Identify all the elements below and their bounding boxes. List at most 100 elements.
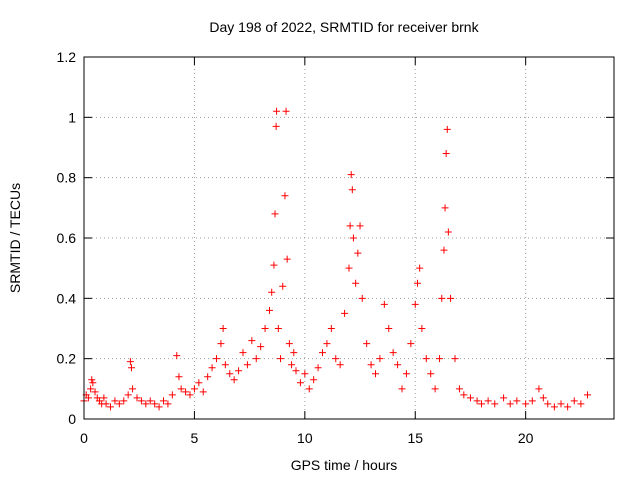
data-point <box>266 306 273 314</box>
data-point <box>168 391 176 399</box>
data-point <box>460 391 468 399</box>
data-point <box>557 400 565 408</box>
data-point <box>270 261 278 269</box>
data-point <box>341 309 349 317</box>
data-point <box>473 397 481 405</box>
data-point <box>314 364 322 372</box>
data-point <box>570 397 578 405</box>
data-point <box>230 376 238 384</box>
data-point <box>282 107 290 115</box>
data-point <box>261 325 269 332</box>
data-point <box>204 373 212 381</box>
data-point <box>407 340 415 348</box>
data-point <box>173 352 181 360</box>
data-point <box>310 376 318 384</box>
data-point <box>127 364 135 372</box>
data-point <box>195 379 203 387</box>
data-point <box>219 325 227 332</box>
data-point <box>285 340 293 348</box>
data-point <box>367 361 375 369</box>
data-point <box>164 400 172 408</box>
data-point <box>279 282 287 290</box>
data-point <box>190 385 198 393</box>
data-point <box>277 355 285 363</box>
data-point <box>506 400 514 408</box>
data-point <box>484 397 492 405</box>
data-point <box>447 294 455 302</box>
y-tick-label: 1.2 <box>57 49 77 65</box>
data-point <box>100 394 108 402</box>
data-point <box>455 385 463 393</box>
x-tick-label: 5 <box>191 430 199 446</box>
data-point <box>91 388 99 396</box>
data-point <box>522 400 530 408</box>
data-point <box>271 210 279 218</box>
data-point <box>221 361 229 369</box>
data-point <box>413 279 421 287</box>
data-point <box>513 397 521 405</box>
data-point <box>235 367 243 375</box>
data-point <box>352 279 360 287</box>
data-point <box>418 325 426 332</box>
data-point <box>336 361 344 369</box>
data-point <box>272 122 280 130</box>
data-point <box>292 367 300 375</box>
data-point <box>354 249 362 257</box>
data-point <box>389 349 397 357</box>
y-tick-label: 0.2 <box>57 351 77 367</box>
x-tick-label: 10 <box>297 430 313 446</box>
y-tick-label: 1 <box>68 109 76 125</box>
data-point <box>217 340 225 348</box>
data-point <box>466 394 474 402</box>
x-axis-label: GPS time / hours <box>291 457 398 473</box>
data-point <box>137 397 145 405</box>
data-point <box>398 385 406 393</box>
data-point <box>199 388 207 396</box>
data-point <box>305 385 313 393</box>
data-point <box>349 234 357 242</box>
data-point <box>133 394 141 402</box>
data-point <box>124 391 132 399</box>
data-point <box>440 246 448 254</box>
data-point <box>584 391 591 399</box>
data-point <box>380 300 388 308</box>
data-point <box>186 391 194 399</box>
data-point <box>441 204 449 212</box>
data-point <box>146 397 154 405</box>
data-point <box>345 264 353 272</box>
data-point <box>87 385 95 393</box>
data-point <box>394 361 402 369</box>
data-point <box>385 325 393 332</box>
data-point <box>177 385 185 393</box>
data-point <box>451 355 459 363</box>
chart-title: Day 198 of 2022, SRMTID for receiver brn… <box>209 19 479 35</box>
x-tick-label: 15 <box>407 430 423 446</box>
data-point <box>151 400 159 408</box>
data-point <box>323 340 331 348</box>
data-point <box>268 288 276 296</box>
data-point <box>376 355 384 363</box>
x-tick-label: 20 <box>518 430 534 446</box>
data-point <box>500 394 508 402</box>
axis-ticks: 0 0.2 0.4 0.6 0.8 1 1.2 0 5 10 15 20 <box>57 49 614 446</box>
data-point <box>478 400 485 408</box>
y-tick-label: 0.4 <box>57 290 77 306</box>
data-point <box>288 361 296 369</box>
data-point <box>416 264 424 272</box>
data-point <box>431 385 439 393</box>
data-point <box>107 403 114 411</box>
data-point <box>273 107 281 115</box>
data-point <box>290 349 298 357</box>
data-point <box>281 192 289 200</box>
data-point <box>402 370 410 378</box>
data-point <box>301 370 309 378</box>
data-point <box>283 255 291 263</box>
data-point <box>274 325 282 332</box>
grid-lines <box>84 57 614 419</box>
data-point <box>319 349 326 357</box>
data-point <box>438 294 446 302</box>
data-point <box>208 364 216 372</box>
data-point <box>84 394 92 402</box>
data-point <box>102 400 110 408</box>
data-point <box>444 228 452 236</box>
